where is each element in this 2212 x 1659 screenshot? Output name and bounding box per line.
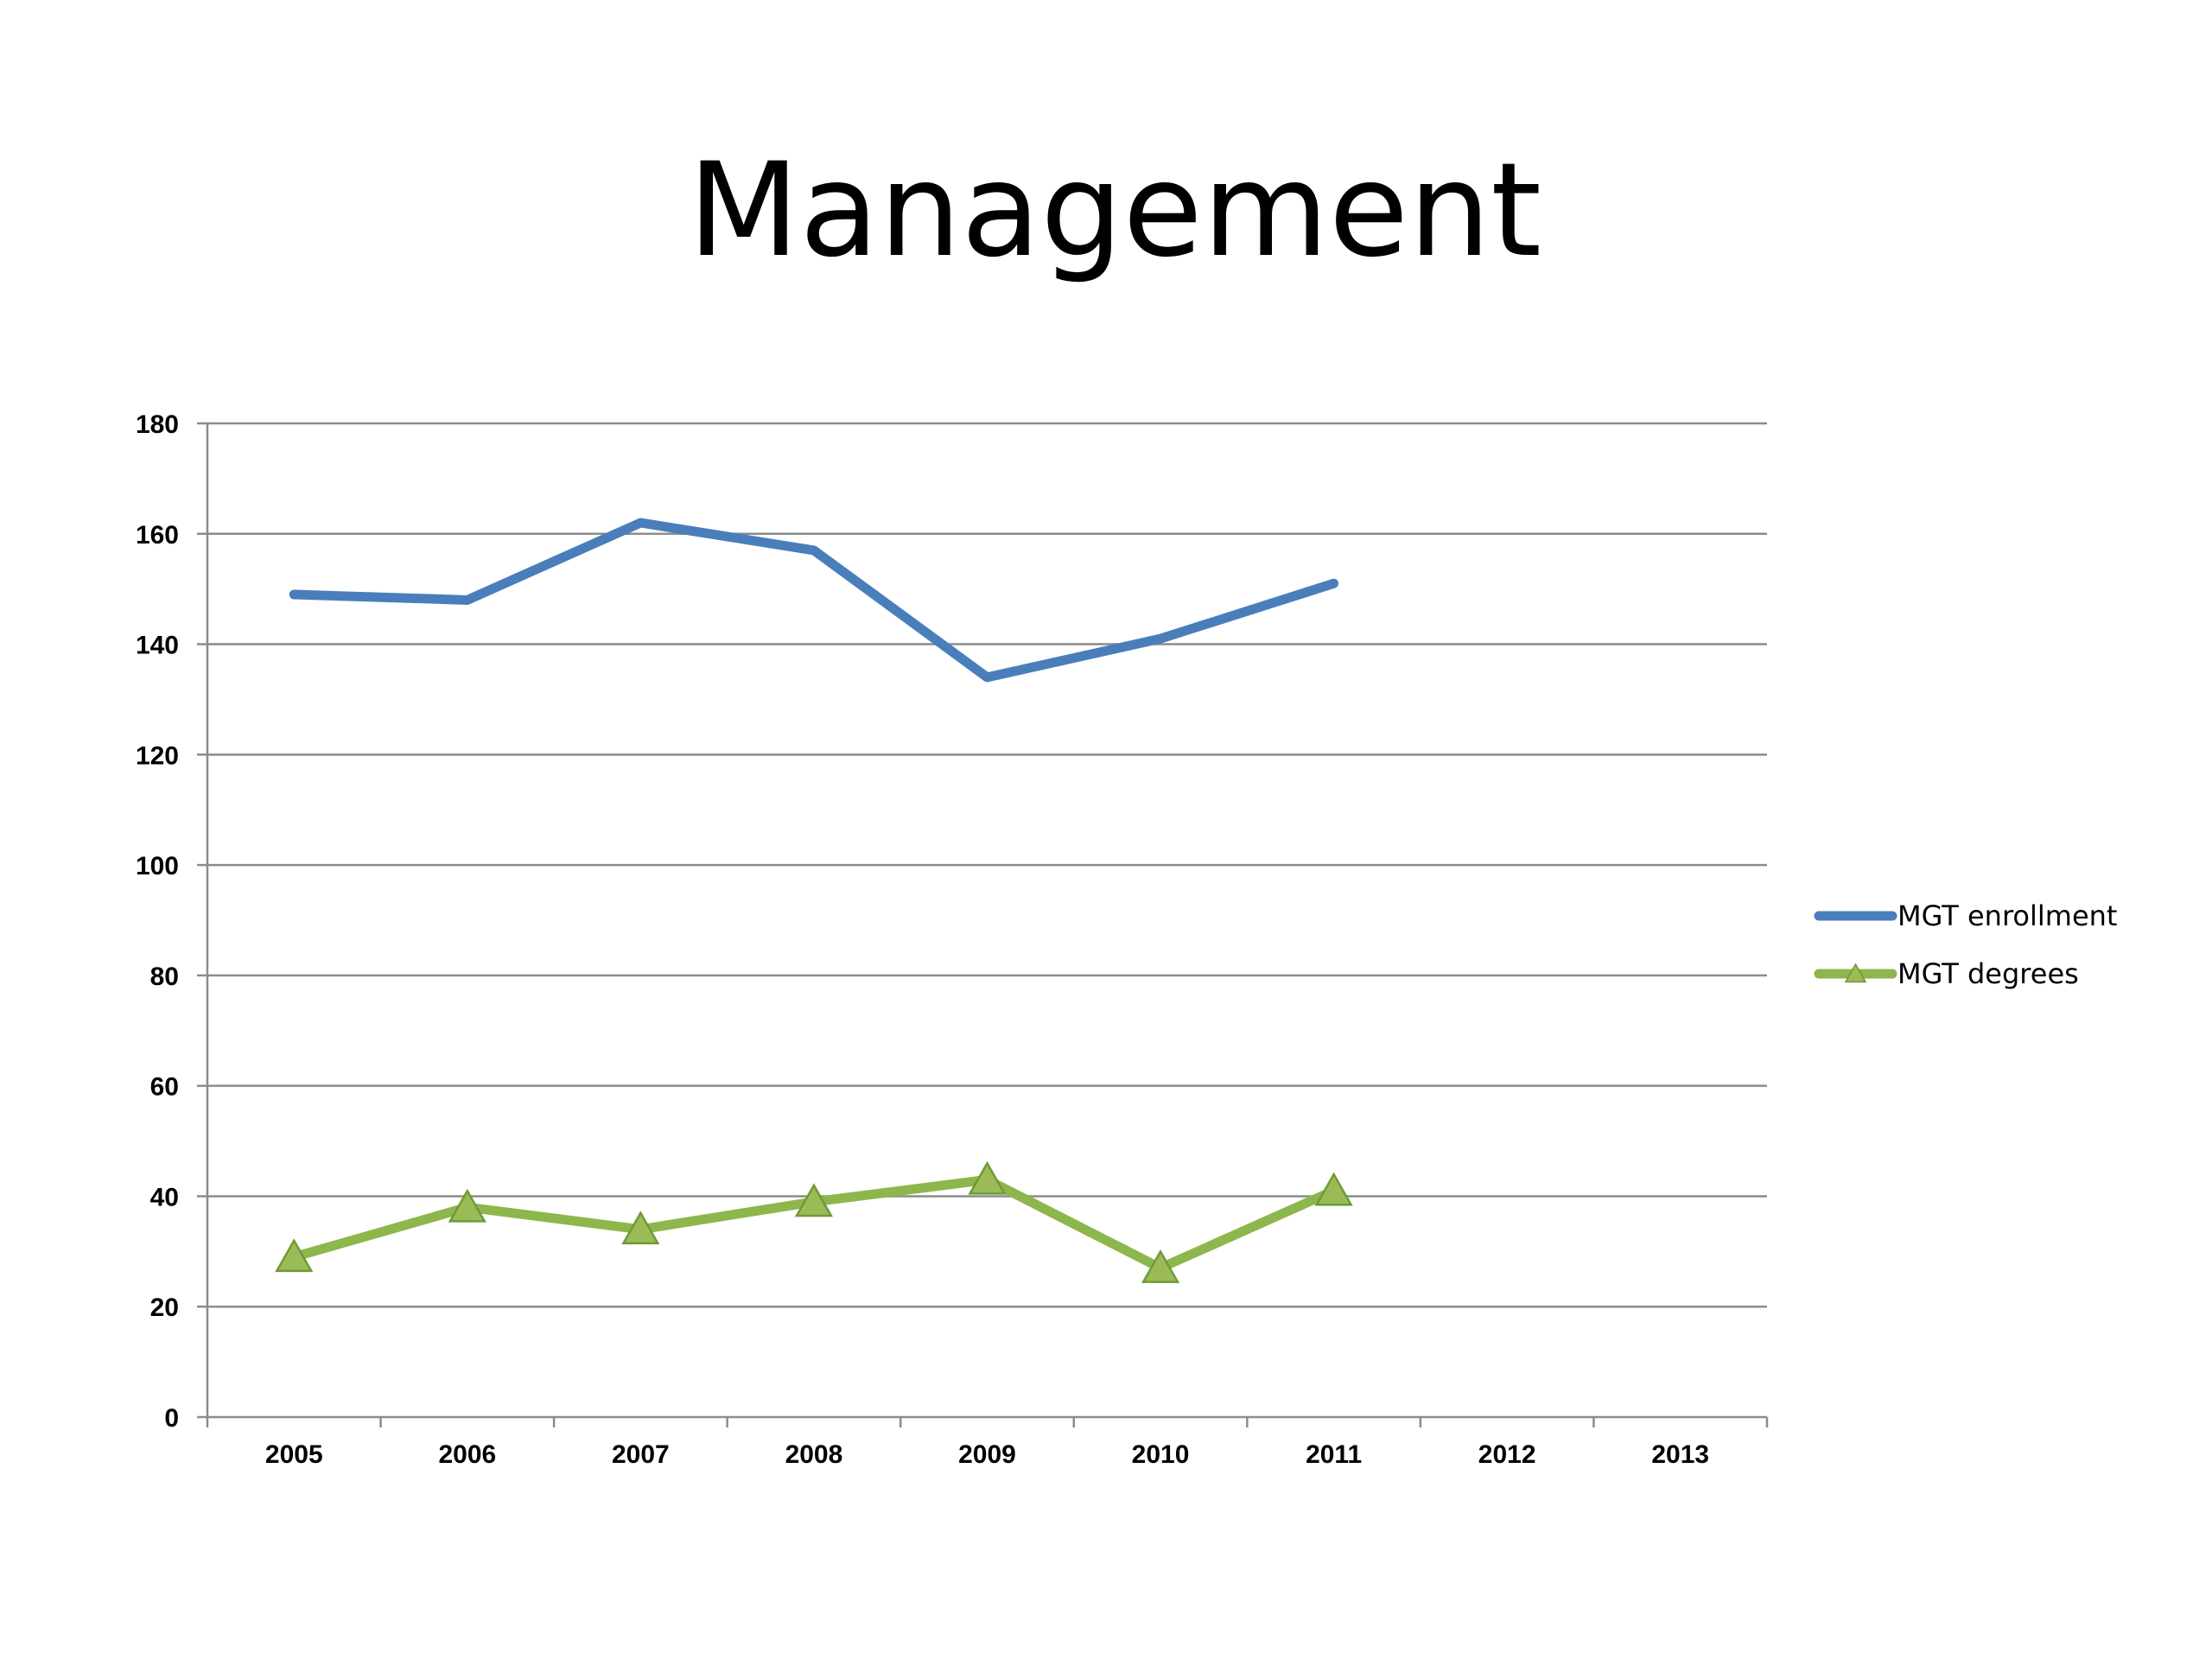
data-point-mgt-degrees (621, 1211, 660, 1245)
data-point-mgt-degrees (1314, 1172, 1353, 1206)
x-tick-label: 2009 (958, 1440, 1016, 1469)
series-line-mgt-enrollment (289, 518, 1339, 683)
data-point-mgt-degrees (968, 1160, 1007, 1195)
x-tick-label: 2005 (265, 1440, 323, 1469)
slide-title: Management (688, 136, 1541, 286)
y-tick-label: 60 (150, 1073, 179, 1102)
x-tick-label: 2010 (1132, 1440, 1190, 1469)
x-tick-label: 2012 (1478, 1440, 1536, 1469)
x-tick-label: 2011 (1306, 1440, 1362, 1469)
series-layer (275, 518, 1353, 1283)
x-tick-label: 2013 (1651, 1440, 1709, 1469)
y-tick-label: 40 (150, 1183, 179, 1211)
legend-label: MGT degrees (1897, 957, 2079, 990)
y-tick-label: 180 (136, 410, 179, 439)
x-tick-label: 2008 (785, 1440, 843, 1469)
y-tick-label: 140 (136, 632, 179, 660)
y-tick-label: 120 (136, 741, 179, 770)
axes (197, 422, 1769, 1427)
data-point-mgt-degrees (1141, 1249, 1180, 1283)
y-axis-tick-labels: 0 20 40 60 80 100 120 140 160 180 (136, 410, 179, 1433)
y-tick-label: 80 (150, 963, 179, 991)
x-tick-label: 2006 (438, 1440, 496, 1469)
x-axis-tick-labels: 2005 2006 2007 2008 2009 2010 2011 2012 2013 (265, 1440, 1709, 1469)
y-tick-label: 160 (136, 521, 179, 550)
data-point-mgt-degrees (448, 1188, 486, 1223)
legend-label: MGT enrollment (1897, 899, 2117, 932)
y-tick-label: 0 (164, 1404, 179, 1433)
legend: MGT enrollment MGT degrees (1814, 899, 2117, 990)
data-point-mgt-degrees (794, 1183, 834, 1217)
y-tick-label: 20 (150, 1294, 179, 1322)
legend-marker (1844, 963, 1867, 983)
data-point-mgt-degrees (275, 1238, 314, 1273)
y-tick-label: 100 (136, 852, 179, 880)
x-tick-label: 2007 (612, 1440, 670, 1469)
